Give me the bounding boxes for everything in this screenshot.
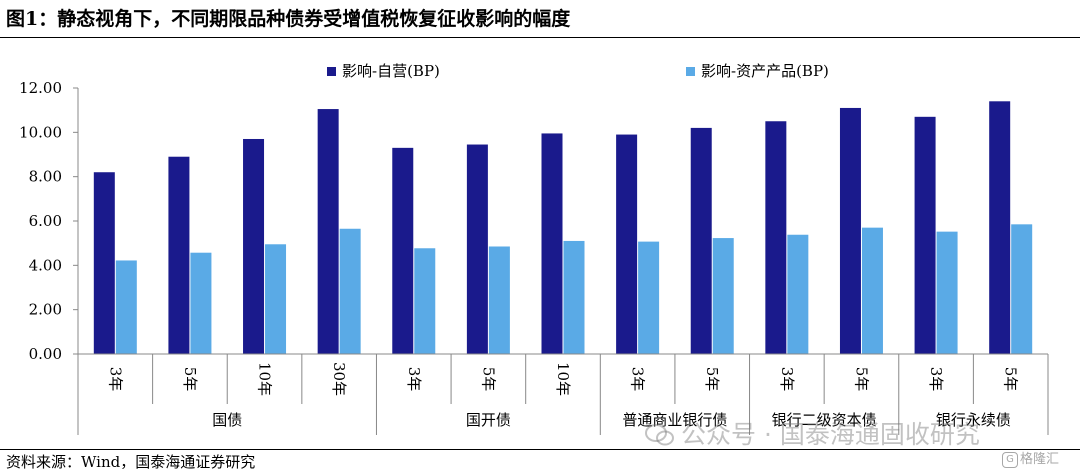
bar-self <box>317 109 339 354</box>
x-category-label: 5年 <box>703 367 721 392</box>
legend-swatch-asset <box>686 67 695 76</box>
source-divider <box>0 449 1080 450</box>
x-category-label: 3年 <box>106 367 124 392</box>
bar-asset <box>861 227 883 354</box>
legend-swatch-self <box>327 67 336 76</box>
bar-asset <box>936 231 958 354</box>
x-category-label: 3年 <box>629 367 647 392</box>
x-category-label: 3年 <box>927 367 945 392</box>
plot-area: 0.00 2.00 4.00 6.00 8.00 10.00 12.00 3年 5年 10年 30年… <box>19 79 1049 435</box>
bar-self <box>466 144 488 354</box>
watermark: 公众号 · 国泰海通固收研究 <box>645 420 980 450</box>
y-tick-label: 0.00 <box>29 345 62 363</box>
bar-self <box>839 107 861 354</box>
wechat-icon <box>645 423 675 447</box>
x-category-label: 30年 <box>330 362 348 396</box>
y-tick-label: 4.00 <box>29 256 62 274</box>
title-divider <box>0 37 1080 38</box>
y-tick-label: 10.00 <box>19 123 62 141</box>
gelonghui-badge: G 格隆汇 <box>1002 451 1059 469</box>
bar-asset <box>339 228 361 354</box>
x-group-label: 普通商业银行债 <box>622 411 727 429</box>
x-category-label: 5年 <box>181 367 199 392</box>
bar-self <box>765 121 787 354</box>
x-group-label: 国债 <box>212 411 242 429</box>
bar-asset <box>488 246 510 354</box>
y-tick-label: 12.00 <box>19 79 62 97</box>
bar-self <box>616 134 638 354</box>
bar-asset <box>1011 224 1033 354</box>
bar-chart: 影响-自营(BP) 影响-资产产品(BP) 0.00 2.00 4.00 6.00 8.… <box>19 62 1049 435</box>
x-group-label: 银行永续债 <box>936 411 1011 429</box>
bar-self <box>168 156 190 354</box>
watermark-text: 公众号 · 国泰海通固收研究 <box>681 420 980 449</box>
bar-asset <box>638 241 660 354</box>
bar-self <box>392 147 414 354</box>
x-category-label: 5年 <box>1002 367 1020 392</box>
x-category-label: 5年 <box>479 367 497 392</box>
bar-asset <box>787 234 809 354</box>
bar-self <box>541 133 563 354</box>
bar-asset <box>712 238 734 354</box>
chart-legend: 影响-自营(BP) 影响-资产产品(BP) <box>327 62 829 80</box>
bar-asset <box>190 252 212 354</box>
y-tick-label: 8.00 <box>29 168 62 186</box>
y-tick-label: 2.00 <box>29 301 62 319</box>
x-category-label: 10年 <box>554 362 572 396</box>
x-category-label: 5年 <box>852 367 870 392</box>
bar-self <box>243 138 265 354</box>
x-category-label: 10年 <box>256 362 274 396</box>
y-tick-label: 6.00 <box>29 212 62 230</box>
legend-label-asset: 影响-资产产品(BP) <box>701 62 829 80</box>
bar-asset <box>265 244 287 354</box>
x-group-label: 国开债 <box>466 411 511 429</box>
gelonghui-logo-icon: G <box>1002 452 1018 468</box>
bar-self <box>690 127 712 355</box>
source-note: 资料来源：Wind，国泰海通证券研究 <box>6 453 256 471</box>
bar-self <box>914 116 936 354</box>
x-group-label: 银行二级资本债 <box>772 411 877 429</box>
bar-self <box>989 101 1011 354</box>
bar-self <box>93 172 115 354</box>
x-category-label: 3年 <box>778 367 796 392</box>
bar-asset <box>115 260 137 354</box>
figure-title: 图1：静态视角下，不同期限品种债券受增值税恢复征收影响的幅度 <box>6 8 571 30</box>
legend-label-self: 影响-自营(BP) <box>342 62 440 80</box>
bar-asset <box>563 240 585 354</box>
bar-asset <box>414 248 436 354</box>
x-category-label: 3年 <box>405 367 423 392</box>
badge-text: 格隆汇 <box>1020 452 1060 467</box>
